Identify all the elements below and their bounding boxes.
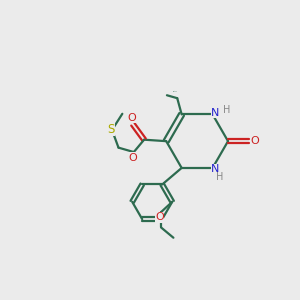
Text: methyl: methyl <box>173 91 178 92</box>
Text: O: O <box>127 113 136 123</box>
Text: S: S <box>107 123 114 136</box>
Text: N: N <box>211 108 220 118</box>
Text: O: O <box>155 212 164 222</box>
Text: O: O <box>129 153 138 163</box>
Text: N: N <box>211 164 220 174</box>
Text: O: O <box>250 136 259 146</box>
Text: H: H <box>223 105 230 115</box>
Text: H: H <box>216 172 224 182</box>
